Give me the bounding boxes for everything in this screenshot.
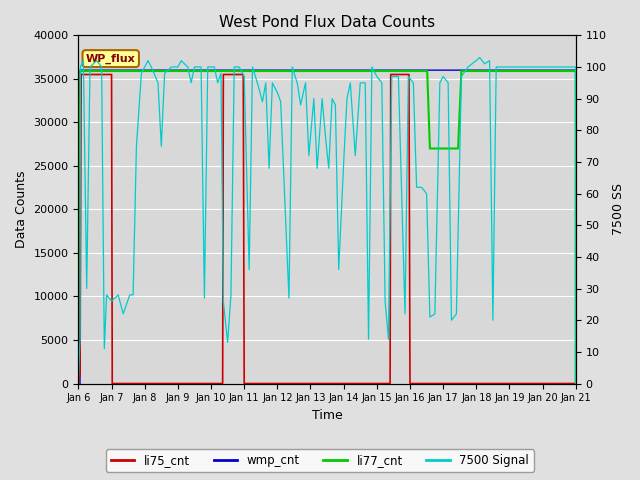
Line: wmp_cnt: wmp_cnt (79, 70, 576, 384)
li77_cnt (77, 68, 84, 74)
Line: li75_cnt: li75_cnt (79, 74, 576, 384)
li75_cnt (77, 72, 85, 77)
li75_cnt (545, 381, 552, 386)
li75_cnt (310, 381, 317, 386)
Text: WP_flux: WP_flux (86, 53, 136, 64)
li77_cnt (75, 381, 83, 386)
7500 Signal (545, 64, 552, 70)
7500 Signal (476, 55, 483, 60)
wmp_cnt (545, 67, 552, 73)
li77_cnt (244, 68, 252, 74)
wmp_cnt (76, 67, 84, 73)
li77_cnt (545, 68, 552, 74)
Line: li77_cnt: li77_cnt (79, 71, 576, 384)
wmp_cnt (572, 67, 580, 73)
7500 Signal (452, 312, 460, 317)
li77_cnt (310, 68, 317, 74)
wmp_cnt (438, 67, 446, 73)
Line: 7500 Signal: 7500 Signal (79, 58, 576, 384)
li75_cnt (551, 381, 559, 386)
Legend: li75_cnt, wmp_cnt, li77_cnt, 7500 Signal: li75_cnt, wmp_cnt, li77_cnt, 7500 Signal (106, 449, 534, 472)
Title: West Pond Flux Data Counts: West Pond Flux Data Counts (219, 15, 435, 30)
li75_cnt (572, 381, 580, 386)
wmp_cnt (452, 67, 460, 73)
Y-axis label: Data Counts: Data Counts (15, 171, 28, 248)
wmp_cnt (75, 381, 83, 386)
li77_cnt (551, 68, 559, 74)
7500 Signal (438, 76, 445, 82)
li77_cnt (572, 381, 580, 386)
li75_cnt (244, 381, 252, 386)
wmp_cnt (244, 67, 252, 73)
7500 Signal (244, 199, 252, 204)
li75_cnt (452, 381, 460, 386)
7500 Signal (75, 381, 83, 386)
li75_cnt (75, 381, 83, 386)
wmp_cnt (310, 67, 317, 73)
Y-axis label: 7500 SS: 7500 SS (612, 183, 625, 235)
li77_cnt (452, 145, 460, 151)
7500 Signal (551, 64, 559, 70)
wmp_cnt (551, 67, 559, 73)
li75_cnt (438, 381, 446, 386)
li77_cnt (438, 145, 446, 151)
7500 Signal (572, 381, 580, 386)
7500 Signal (310, 96, 317, 102)
X-axis label: Time: Time (312, 409, 342, 422)
